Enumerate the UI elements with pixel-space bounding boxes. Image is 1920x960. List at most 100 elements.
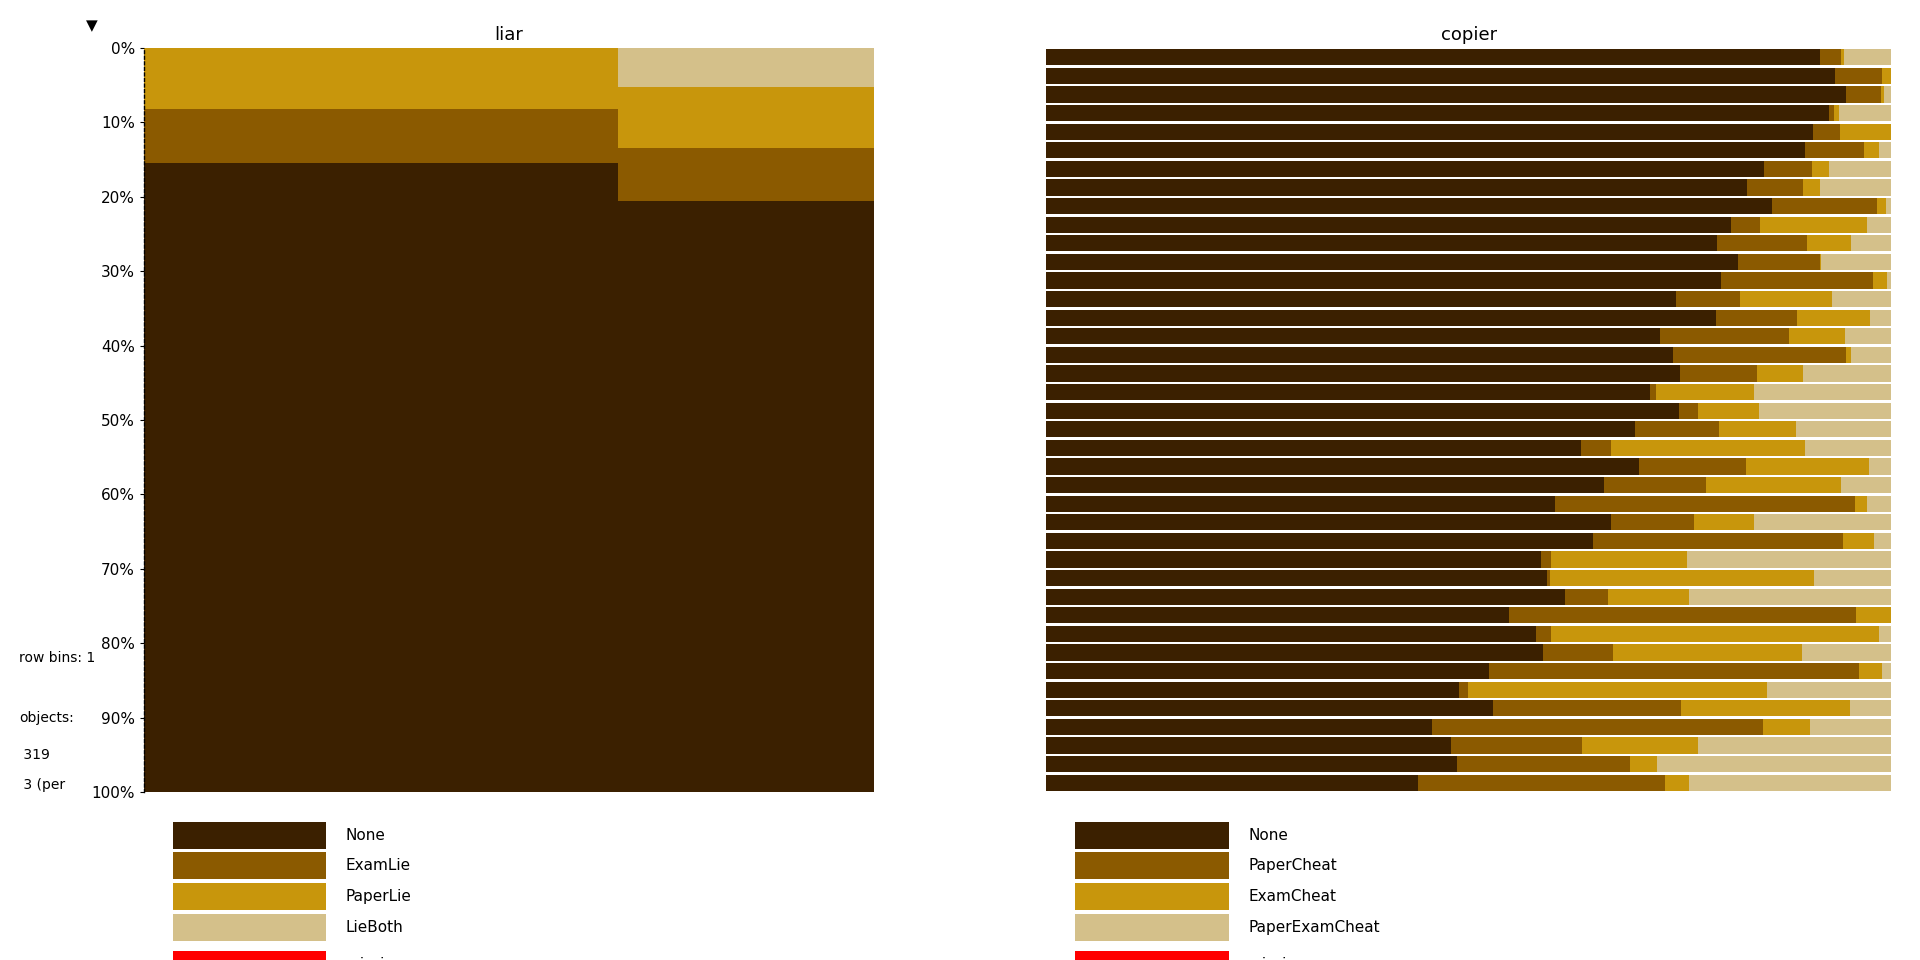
Bar xyxy=(1603,477,1705,493)
Bar xyxy=(1716,309,1797,325)
Bar xyxy=(1457,756,1630,772)
Bar xyxy=(1657,384,1753,400)
Bar xyxy=(1665,775,1690,791)
Bar xyxy=(1789,328,1845,345)
Bar xyxy=(1828,105,1834,121)
Text: missing: missing xyxy=(346,957,405,960)
Bar xyxy=(1841,49,1845,65)
Title: liar: liar xyxy=(493,26,524,43)
Text: objects:: objects: xyxy=(19,710,75,725)
Bar xyxy=(1870,458,1891,474)
Bar xyxy=(1797,309,1870,325)
Bar xyxy=(1745,458,1870,474)
Bar xyxy=(1682,700,1849,716)
Bar xyxy=(1046,626,1536,642)
Bar xyxy=(1467,682,1766,698)
Bar xyxy=(1046,105,1828,121)
Bar xyxy=(1887,273,1891,289)
Bar xyxy=(1766,682,1891,698)
Bar xyxy=(1839,105,1891,121)
Bar xyxy=(1688,551,1891,567)
Bar xyxy=(1820,253,1891,270)
Bar xyxy=(1678,402,1697,419)
Text: LieBoth: LieBoth xyxy=(346,920,403,935)
Bar xyxy=(1740,291,1832,307)
Bar xyxy=(1730,217,1759,233)
Bar xyxy=(1046,402,1678,419)
Bar xyxy=(1718,421,1797,438)
Bar xyxy=(1551,626,1880,642)
Bar xyxy=(1046,588,1565,605)
Bar xyxy=(1630,756,1657,772)
Bar xyxy=(1845,328,1891,345)
Bar xyxy=(1820,49,1841,65)
Bar xyxy=(1046,49,1820,65)
Bar xyxy=(1811,719,1891,735)
Bar xyxy=(1611,440,1805,456)
Bar xyxy=(1753,515,1891,531)
Bar xyxy=(1459,682,1467,698)
Bar xyxy=(1046,253,1738,270)
Bar xyxy=(1046,309,1716,325)
Text: PaperExamCheat: PaperExamCheat xyxy=(1248,920,1380,935)
Bar xyxy=(1847,86,1882,103)
Bar xyxy=(1690,588,1891,605)
Bar xyxy=(1845,49,1891,65)
Bar xyxy=(1676,291,1740,307)
Bar xyxy=(1046,495,1555,512)
Bar xyxy=(1594,533,1843,549)
Bar xyxy=(1855,607,1891,623)
Bar xyxy=(1046,328,1661,345)
Bar xyxy=(1843,533,1874,549)
Bar xyxy=(1851,235,1891,252)
Bar xyxy=(1046,515,1611,531)
Bar xyxy=(1432,719,1763,735)
Bar xyxy=(1870,309,1891,325)
Bar xyxy=(1649,384,1657,400)
Bar xyxy=(1759,402,1891,419)
Bar xyxy=(1565,588,1607,605)
Bar xyxy=(1548,570,1549,587)
Bar xyxy=(1738,253,1820,270)
Bar xyxy=(1419,775,1665,791)
Bar xyxy=(1046,458,1640,474)
Bar xyxy=(1718,235,1807,252)
Bar xyxy=(1046,68,1836,84)
Bar xyxy=(1803,180,1820,196)
Bar xyxy=(1753,384,1891,400)
Bar xyxy=(1613,644,1803,660)
Bar xyxy=(1864,142,1880,158)
Bar xyxy=(1851,347,1891,363)
Bar xyxy=(1046,533,1594,549)
Bar xyxy=(1759,217,1866,233)
Bar xyxy=(1046,477,1603,493)
Bar xyxy=(1580,440,1611,456)
Bar xyxy=(1812,124,1839,140)
Bar xyxy=(1803,366,1891,382)
Bar xyxy=(1763,719,1811,735)
Bar xyxy=(1540,551,1551,567)
Bar xyxy=(1880,142,1891,158)
Text: None: None xyxy=(1248,828,1288,843)
Bar xyxy=(1839,124,1891,140)
Text: ▼: ▼ xyxy=(86,18,98,33)
Bar xyxy=(1046,86,1847,103)
Bar xyxy=(1849,700,1891,716)
Bar xyxy=(1812,160,1830,177)
Bar xyxy=(1536,626,1551,642)
Bar xyxy=(1640,458,1745,474)
Bar xyxy=(1046,682,1459,698)
Bar xyxy=(1046,273,1720,289)
Bar xyxy=(1747,180,1803,196)
Bar xyxy=(1859,663,1882,680)
Bar xyxy=(1705,477,1841,493)
Text: None: None xyxy=(346,828,386,843)
Bar xyxy=(1046,607,1509,623)
Bar xyxy=(1542,644,1613,660)
Bar xyxy=(1488,663,1859,680)
Bar xyxy=(1884,86,1891,103)
Bar xyxy=(1832,291,1891,307)
Bar xyxy=(1805,440,1891,456)
Bar xyxy=(618,148,874,202)
Bar xyxy=(1046,570,1548,587)
